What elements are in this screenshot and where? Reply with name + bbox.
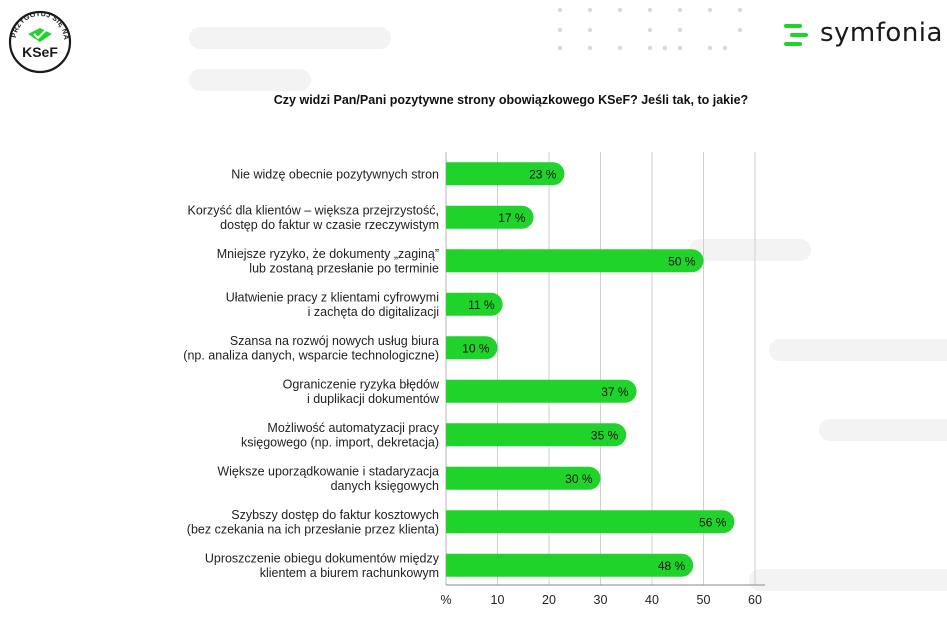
- x-tick-label: 60: [748, 593, 762, 607]
- x-tick-label: 20: [542, 593, 556, 607]
- bar: [446, 292, 503, 316]
- bar-value-label: 23 %: [529, 167, 557, 181]
- category-label: i zachęta do digitalizacji: [308, 305, 439, 319]
- x-tick-label: 40: [645, 593, 659, 607]
- bar-value-label: 30 %: [565, 472, 593, 486]
- category-label: Szansa na rozwój nowych usług biura: [230, 334, 439, 348]
- category-label: (bez czekania na ich przesłanie przez kl…: [187, 523, 439, 537]
- category-label: Uproszczenie obiegu dokumentów między: [205, 552, 440, 566]
- bar: [446, 510, 735, 534]
- bar: [446, 466, 601, 490]
- bar-left-cap: [446, 423, 458, 447]
- bar: [446, 423, 627, 447]
- bar-value-label: 56 %: [699, 515, 727, 529]
- bar-value-label: 37 %: [601, 385, 629, 399]
- category-label: Większe uporządkowanie i stadaryzacja: [217, 465, 439, 479]
- bar-left-cap: [446, 466, 458, 490]
- bar-left-cap: [446, 510, 458, 534]
- category-label: Nie widzę obecnie pozytywnych stron: [231, 167, 439, 181]
- bar: [446, 162, 565, 186]
- category-label: (np. analiza danych, wsparcie technologi…: [183, 349, 439, 363]
- x-tick-label: 50: [697, 593, 711, 607]
- category-label: dostęp do faktur w czasie rzeczywistym: [220, 218, 439, 232]
- bar-left-cap: [446, 249, 458, 273]
- category-label: Ułatwienie pracy z klientami cyfrowymi: [226, 291, 439, 305]
- bar-left-cap: [446, 379, 458, 403]
- category-label: Ograniczenie ryzyka błędów: [283, 378, 440, 392]
- bar-left-cap: [446, 292, 458, 316]
- bar-value-label: 17 %: [498, 211, 526, 225]
- category-label: i duplikacji dokumentów: [307, 392, 440, 406]
- bar-left-cap: [446, 336, 458, 360]
- category-label: Możliwość automatyzacji pracy: [267, 421, 439, 435]
- category-label: Korzyść dla klientów – większa przejrzys…: [188, 204, 439, 218]
- badge-brand-text: KSeF: [22, 44, 58, 60]
- bar-left-cap: [446, 553, 458, 577]
- bar: [446, 379, 637, 403]
- x-tick-label: %: [440, 593, 451, 607]
- chart-title: Czy widzi Pan/Pani pozytywne strony obow…: [273, 93, 749, 107]
- bar: [446, 553, 694, 577]
- bar-value-label: 48 %: [658, 559, 686, 573]
- symfonia-wordmark: symfonia: [820, 18, 943, 48]
- category-label: Szybszy dostęp do faktur kosztowych: [231, 508, 439, 522]
- category-label: klientem a biurem rachunkowym: [260, 566, 439, 580]
- bar-value-label: 11 %: [468, 298, 495, 312]
- bar: [446, 336, 498, 360]
- x-tick-label: 30: [594, 593, 608, 607]
- bar-left-cap: [446, 205, 458, 229]
- x-tick-label: 10: [491, 593, 505, 607]
- bar-value-label: 35 %: [591, 428, 619, 442]
- category-label: Mniejsze ryzyko, że dokumenty „zaginą”: [217, 247, 439, 261]
- bar: [446, 205, 534, 229]
- bar-left-cap: [446, 162, 458, 186]
- category-label: księgowego (np. import, dekretacja): [241, 436, 439, 450]
- symfonia-mark-icon: [784, 24, 808, 46]
- ksef-badge-logo: PRZYGOTUJ SIĘ NA KSeF: [8, 11, 72, 74]
- bar-value-label: 50 %: [668, 254, 696, 268]
- category-label: danych księgowych: [331, 479, 439, 493]
- bar: [446, 249, 704, 273]
- bar-value-label: 10 %: [462, 341, 490, 355]
- category-label: lub zostaną przesłanie po terminie: [249, 262, 439, 276]
